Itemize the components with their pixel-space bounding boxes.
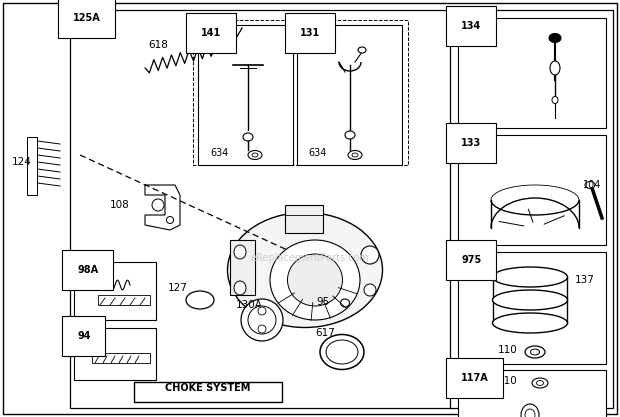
Ellipse shape	[525, 346, 545, 358]
Text: 130A: 130A	[236, 300, 263, 310]
Ellipse shape	[536, 380, 544, 385]
Ellipse shape	[340, 299, 350, 307]
Bar	[193, 20, 408, 165]
Ellipse shape	[585, 181, 595, 188]
Ellipse shape	[167, 216, 174, 224]
Ellipse shape	[258, 307, 266, 315]
Text: 104: 104	[583, 180, 601, 190]
Ellipse shape	[252, 153, 258, 157]
Text: 131: 131	[300, 28, 321, 38]
Text: 134: 134	[461, 21, 481, 31]
Ellipse shape	[531, 349, 539, 355]
Ellipse shape	[234, 245, 246, 259]
Ellipse shape	[320, 334, 364, 369]
Ellipse shape	[348, 151, 362, 159]
Text: 95: 95	[316, 297, 329, 307]
Ellipse shape	[270, 240, 360, 320]
Text: 117A: 117A	[461, 373, 489, 383]
Ellipse shape	[521, 404, 539, 417]
Bar	[297, 25, 402, 165]
Bar	[285, 205, 323, 233]
Bar	[70, 10, 452, 408]
Ellipse shape	[492, 290, 567, 310]
Bar	[92, 353, 150, 363]
Bar	[458, 252, 606, 364]
Ellipse shape	[288, 254, 342, 306]
Ellipse shape	[228, 213, 383, 327]
Text: CHOKE SYSTEM: CHOKE SYSTEM	[166, 383, 250, 393]
Ellipse shape	[243, 133, 253, 141]
Ellipse shape	[234, 281, 246, 295]
Text: 617: 617	[315, 328, 335, 338]
Text: 108: 108	[110, 200, 130, 210]
Ellipse shape	[326, 340, 358, 364]
Ellipse shape	[248, 306, 276, 334]
Text: 110: 110	[498, 376, 518, 386]
Bar	[458, 135, 606, 245]
Ellipse shape	[492, 267, 567, 287]
Ellipse shape	[525, 409, 535, 417]
Bar	[98, 295, 150, 305]
Text: 127: 127	[168, 283, 188, 293]
Ellipse shape	[532, 378, 548, 388]
Text: 133: 133	[461, 138, 481, 148]
Bar	[458, 18, 606, 128]
Bar	[74, 328, 156, 380]
Text: 124: 124	[12, 157, 32, 167]
Ellipse shape	[358, 47, 366, 53]
Bar	[458, 370, 606, 417]
Bar	[198, 25, 293, 165]
Text: 975: 975	[461, 255, 481, 265]
Ellipse shape	[258, 325, 266, 333]
Ellipse shape	[241, 299, 283, 341]
Bar	[134, 382, 282, 402]
Ellipse shape	[152, 199, 164, 211]
Text: 110: 110	[498, 345, 518, 355]
Bar	[230, 240, 255, 295]
Ellipse shape	[364, 284, 376, 296]
Ellipse shape	[492, 313, 567, 333]
Text: 618: 618	[148, 40, 168, 50]
Text: 634: 634	[210, 148, 228, 158]
Ellipse shape	[550, 61, 560, 75]
Ellipse shape	[345, 131, 355, 139]
Text: 94: 94	[77, 331, 91, 341]
Bar	[450, 10, 613, 408]
Bar	[74, 262, 156, 320]
Ellipse shape	[552, 96, 558, 103]
Text: 98A: 98A	[77, 265, 98, 275]
Text: 141: 141	[201, 28, 221, 38]
Text: 137: 137	[575, 275, 595, 285]
Ellipse shape	[248, 151, 262, 159]
Bar	[27, 137, 37, 195]
Text: eReplacementParts.com: eReplacementParts.com	[250, 253, 370, 263]
Ellipse shape	[361, 246, 379, 264]
Ellipse shape	[186, 291, 214, 309]
Text: 125A: 125A	[73, 13, 100, 23]
Ellipse shape	[549, 33, 561, 43]
Text: 634: 634	[308, 148, 326, 158]
Ellipse shape	[352, 153, 358, 157]
